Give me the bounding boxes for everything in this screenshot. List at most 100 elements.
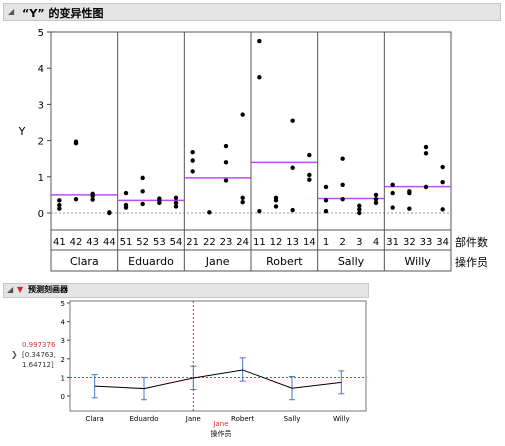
data-point	[440, 180, 445, 185]
part-label: 54	[170, 237, 183, 248]
profiler-y-axis: 0 1 2 3 4 5	[61, 300, 71, 411]
part-label: 12	[270, 237, 283, 248]
data-point	[190, 158, 195, 163]
data-point	[157, 200, 162, 206]
data-point	[390, 205, 395, 210]
data-point	[223, 160, 229, 165]
data-point	[123, 190, 129, 196]
profiler-y-tick-label: 4	[61, 319, 66, 327]
collapse-triangle-icon[interactable]: ◢	[7, 285, 14, 294]
profiler-category-label: Clara	[86, 415, 104, 423]
data-point	[273, 204, 279, 209]
current-x-value: Jane	[212, 420, 228, 428]
data-point	[240, 195, 245, 200]
data-point	[290, 118, 295, 123]
row-label-operator: 操作员	[455, 255, 488, 269]
data-point	[390, 190, 395, 196]
y-tick-label: 0	[38, 209, 44, 220]
confidence-interval-high: 1.64712]	[22, 361, 54, 369]
data-point	[57, 206, 62, 211]
part-label: 4	[373, 237, 379, 248]
data-point	[340, 197, 345, 202]
data-point	[257, 208, 262, 214]
prediction-trace	[94, 369, 342, 390]
part-label: 52	[136, 237, 149, 248]
data-point	[73, 197, 79, 202]
data-point	[340, 182, 345, 187]
plot-area	[50, 31, 452, 231]
data-point	[140, 175, 145, 181]
part-label: 34	[436, 237, 449, 248]
profiler-y-tick-label: 5	[61, 300, 65, 308]
operator-label: Sally	[338, 255, 365, 268]
data-point	[340, 156, 345, 161]
operator-label: Jane	[205, 255, 230, 268]
expand-arrow-icon[interactable]: ❯	[11, 350, 18, 359]
profiler-category-label: Willy	[333, 415, 350, 423]
data-point	[423, 151, 429, 156]
part-label: 32	[403, 237, 416, 248]
data-point	[440, 164, 445, 170]
profiler-y-tick-label: 2	[61, 356, 65, 364]
profiler-y-tick-label: 0	[61, 393, 65, 401]
profiler-plot-area: Clara Eduardo Jane Robert Sally Willy	[69, 300, 367, 423]
y-axis-label: Y	[18, 125, 26, 138]
data-point	[257, 75, 262, 80]
data-point	[407, 190, 412, 196]
data-point	[240, 199, 245, 205]
data-point	[140, 189, 145, 194]
variability-chart-header[interactable]: ◢ “Y” 的变异性图	[3, 3, 501, 21]
part-label: 53	[153, 237, 166, 248]
data-point	[173, 195, 179, 200]
profiler-category-label: Robert	[231, 415, 254, 423]
variability-chart-title: “Y” 的变异性图	[22, 7, 104, 20]
y-tick-label: 1	[38, 173, 44, 184]
data-point	[57, 198, 62, 203]
data-point	[323, 198, 329, 203]
data-point	[290, 207, 295, 213]
collapse-triangle-icon[interactable]: ◢	[8, 7, 15, 16]
part-label: 11	[253, 237, 266, 248]
y-tick-label: 4	[38, 64, 44, 75]
red-menu-triangle-icon[interactable]: ▼	[17, 285, 24, 294]
data-point	[307, 152, 312, 158]
data-point	[307, 172, 312, 178]
data-point	[90, 193, 95, 199]
part-label: 14	[303, 237, 316, 248]
confidence-interval-low: [0.34763,	[22, 351, 56, 359]
data-point	[273, 198, 279, 203]
part-label: 43	[86, 237, 99, 248]
data-point	[373, 192, 379, 198]
data-point	[207, 210, 212, 215]
data-point	[223, 143, 229, 149]
data-point	[140, 201, 145, 207]
profiler-y-tick-label: 3	[61, 337, 65, 345]
part-label: 13	[286, 237, 299, 248]
profiler-category-label: Sally	[284, 415, 301, 423]
data-point	[290, 165, 295, 170]
data-point	[190, 169, 195, 174]
part-label: 33	[420, 237, 433, 248]
data-point	[357, 207, 362, 212]
profiler-y-tick-label: 1	[61, 374, 65, 382]
data-point	[423, 144, 429, 150]
profiler-category-label: Jane	[185, 415, 201, 423]
part-label: 2	[339, 237, 345, 248]
y-tick-label: 2	[38, 137, 44, 148]
data-point	[423, 184, 429, 190]
y-tick-label: 3	[38, 100, 44, 111]
prediction-profiler-header[interactable]: ◢ ▼ 预测刻画器	[3, 283, 369, 298]
profiler-frame	[69, 300, 367, 412]
predicted-value: 0.997376	[22, 341, 56, 349]
data-point	[107, 210, 112, 216]
data-point	[390, 182, 395, 187]
row-label-parts: 部件数	[455, 235, 488, 249]
data-point	[323, 184, 329, 190]
data-point	[357, 210, 362, 216]
part-label: 22	[203, 237, 216, 248]
part-label: 24	[236, 237, 249, 248]
profiler-category-label: Eduardo	[129, 415, 158, 423]
